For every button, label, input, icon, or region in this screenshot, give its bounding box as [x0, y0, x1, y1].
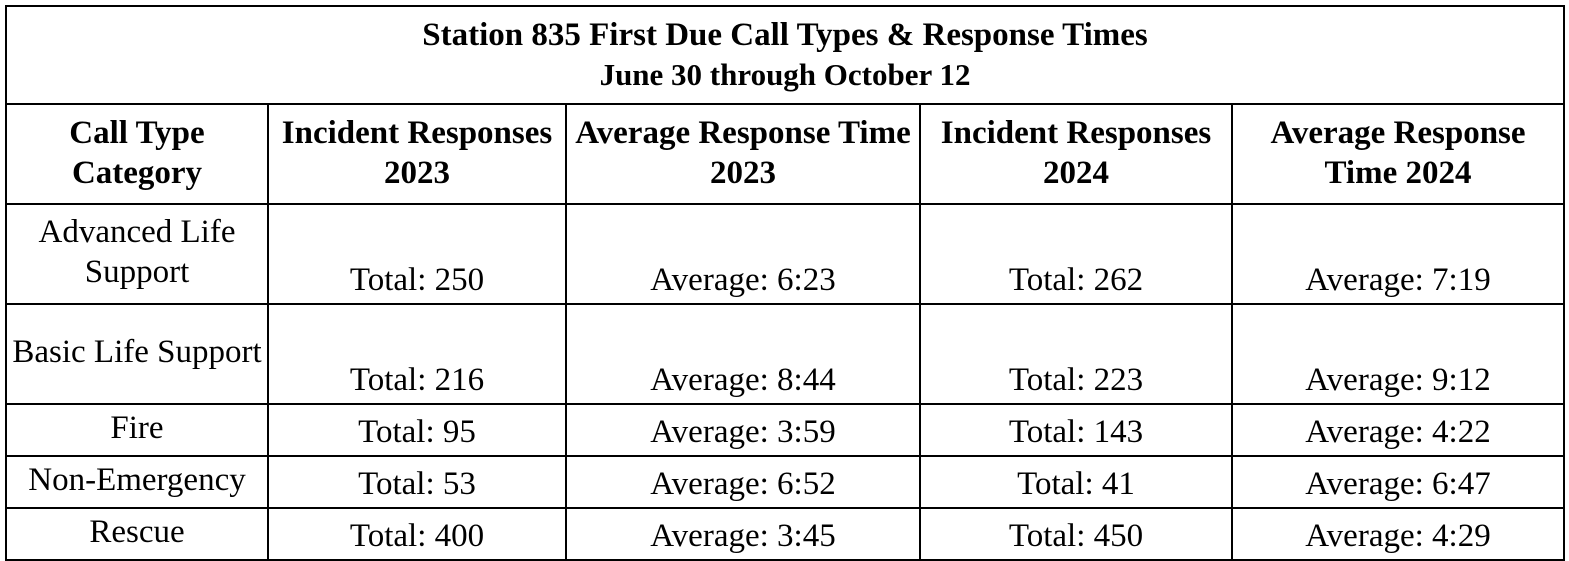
incidents-2023-cell: Total: 53 — [267, 455, 567, 509]
incidents-2023-cell: Total: 216 — [267, 303, 567, 405]
incidents-2023-cell: Total: 400 — [267, 507, 567, 561]
category-cell: Basic Life Support — [5, 303, 269, 405]
incidents-2023-cell: Total: 95 — [267, 403, 567, 457]
incidents-2024-cell: Total: 41 — [919, 455, 1233, 509]
table-subtitle: June 30 through October 12 — [599, 57, 971, 93]
avg-time-2023-cell: Average: 3:45 — [565, 507, 921, 561]
incidents-2023-cell: Total: 250 — [267, 203, 567, 305]
column-header-category: Call Type Category — [5, 103, 269, 205]
table-row: Rescue Total: 400 Average: 3:45 Total: 4… — [5, 507, 1566, 561]
avg-time-2023-cell: Average: 3:59 — [565, 403, 921, 457]
table-row: Basic Life Support Total: 216 Average: 8… — [5, 303, 1566, 405]
header-row: Call Type Category Incident Responses 20… — [5, 103, 1566, 205]
table-row: Advanced Life Support Total: 250 Average… — [5, 203, 1566, 305]
avg-time-2024-cell: Average: 4:22 — [1230, 403, 1566, 457]
category-cell: Rescue — [5, 507, 269, 561]
column-header-avg-time-2023: Average Response Time 2023 — [565, 103, 921, 205]
document-page: Station 835 First Due Call Types & Respo… — [4, 5, 1566, 561]
table-row: Non-Emergency Total: 53 Average: 6:52 To… — [5, 455, 1566, 509]
category-cell: Non-Emergency — [5, 455, 269, 509]
avg-time-2024-cell: Average: 9:12 — [1230, 303, 1566, 405]
category-cell: Fire — [5, 403, 269, 457]
avg-time-2024-cell: Average: 7:19 — [1230, 203, 1566, 305]
column-header-incidents-2023: Incident Responses 2023 — [267, 103, 567, 205]
category-cell: Advanced Life Support — [5, 203, 269, 305]
incidents-2024-cell: Total: 450 — [919, 507, 1233, 561]
avg-time-2023-cell: Average: 6:23 — [565, 203, 921, 305]
incidents-2024-cell: Total: 262 — [919, 203, 1233, 305]
column-header-avg-time-2024: Average Response Time 2024 — [1230, 103, 1566, 205]
table-title: Station 835 First Due Call Types & Respo… — [422, 17, 1148, 53]
title-row: Station 835 First Due Call Types & Respo… — [4, 5, 1566, 105]
column-header-incidents-2024: Incident Responses 2024 — [919, 103, 1233, 205]
avg-time-2024-cell: Average: 6:47 — [1230, 455, 1566, 509]
avg-time-2023-cell: Average: 8:44 — [565, 303, 921, 405]
incidents-2024-cell: Total: 223 — [919, 303, 1233, 405]
table-row: Fire Total: 95 Average: 3:59 Total: 143 … — [5, 403, 1566, 457]
call-types-table: Station 835 First Due Call Types & Respo… — [4, 5, 1566, 561]
incidents-2024-cell: Total: 143 — [919, 403, 1233, 457]
avg-time-2023-cell: Average: 6:52 — [565, 455, 921, 509]
avg-time-2024-cell: Average: 4:29 — [1230, 507, 1566, 561]
table-title-cell: Station 835 First Due Call Types & Respo… — [4, 5, 1566, 105]
